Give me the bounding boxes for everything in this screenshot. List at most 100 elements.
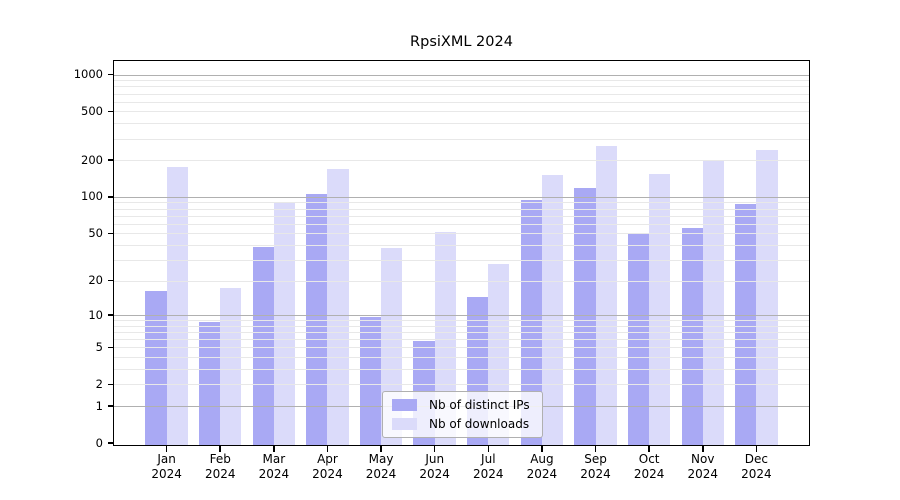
x-tick-label-nov: Nov 2024 xyxy=(687,452,719,481)
y-tick-label-0: 0 xyxy=(95,435,103,450)
gridline-minor-500 xyxy=(113,111,810,113)
bar-downloads-feb xyxy=(220,287,242,446)
bar-downloads-jan xyxy=(166,166,188,446)
y-tick-20 xyxy=(108,279,113,282)
plot-area: Jan 2024 Feb 2024 Mar 2024 Apr 2024 May 2024 Jun 20… xyxy=(74,60,810,481)
y-tick-label-1: 1 xyxy=(95,398,103,413)
y-tick-50 xyxy=(108,232,113,235)
gridline-major-1000 xyxy=(113,74,810,76)
x-tick-dec xyxy=(755,446,758,452)
y-tick-label-200: 200 xyxy=(81,152,103,167)
x-tick-label-feb: Feb 2024 xyxy=(204,452,236,481)
gridline-minor-800 xyxy=(113,86,810,88)
bar-distinct-ips-may xyxy=(359,317,382,446)
bar-distinct-ips-jan xyxy=(145,290,167,446)
legend-swatch-distinct-ips xyxy=(392,399,417,411)
gridline-minor-300 xyxy=(113,138,810,140)
bar-downloads-dec xyxy=(756,150,778,446)
x-tick-mar xyxy=(273,446,275,452)
chart-title: RpsiXML 2024 xyxy=(410,34,513,50)
gridline-minor-50 xyxy=(113,233,810,235)
y-tick-label-20: 20 xyxy=(88,273,103,288)
bar-downloads-apr xyxy=(327,169,349,446)
bar-distinct-ips-feb xyxy=(199,322,221,446)
x-tick-label-dec: Dec 2024 xyxy=(741,452,772,481)
y-tick-1 xyxy=(108,405,113,407)
x-tick-label-apr: Apr 2024 xyxy=(312,452,343,481)
gridline-minor-90 xyxy=(113,202,810,204)
gridline-major-10 xyxy=(113,315,810,317)
y-tick-10 xyxy=(108,314,113,316)
legend-swatch-downloads xyxy=(392,418,417,430)
x-tick-label-jan: Jan 2024 xyxy=(151,452,182,481)
bar-distinct-ips-mar xyxy=(252,246,274,446)
gridline-minor-600 xyxy=(113,101,810,103)
bar-downloads-nov xyxy=(702,160,724,446)
gridline-minor-20 xyxy=(113,280,810,282)
gridline-minor-70 xyxy=(113,215,810,217)
gridline-minor-900 xyxy=(113,80,810,82)
gridline-minor-80 xyxy=(113,208,810,210)
x-tick-label-mar: Mar 2024 xyxy=(258,452,290,481)
legend-item-downloads: Nb of downloads xyxy=(392,417,533,431)
legend-item-distinct-ips: Nb of distinct IPs xyxy=(392,398,533,412)
gridline-minor-2 xyxy=(113,384,810,386)
x-tick-label-aug: Aug 2024 xyxy=(526,452,558,481)
y-tick-500 xyxy=(108,110,113,113)
y-tick-label-10: 10 xyxy=(88,307,103,322)
gridline-minor-30 xyxy=(113,259,810,261)
x-tick-jul xyxy=(487,446,490,452)
y-tick-label-50: 50 xyxy=(88,225,103,240)
x-tick-label-sep: Sep 2024 xyxy=(580,452,611,481)
x-tick-aug xyxy=(541,446,543,452)
gridline-minor-4 xyxy=(113,357,810,359)
gridline-minor-7 xyxy=(113,332,810,334)
bar-distinct-ips-apr xyxy=(306,194,328,446)
gridline-minor-40 xyxy=(113,244,810,246)
x-tick-oct xyxy=(648,446,650,452)
gridline-minor-700 xyxy=(113,93,810,95)
gridline-major-100 xyxy=(113,196,810,198)
x-tick-jan xyxy=(165,446,168,452)
y-tick-1000 xyxy=(108,73,113,76)
bar-distinct-ips-dec xyxy=(735,204,757,446)
x-tick-label-jul: Jul 2024 xyxy=(473,452,504,481)
legend-label-distinct-ips: Nb of distinct IPs xyxy=(429,398,530,412)
x-tick-sep xyxy=(594,446,597,452)
bar-downloads-sep xyxy=(595,146,617,446)
legend: Nb of distinct IPs Nb of downloads xyxy=(382,391,543,438)
bar-downloads-oct xyxy=(649,174,671,446)
gridline-minor-60 xyxy=(113,223,810,225)
x-tick-feb xyxy=(219,446,222,452)
bar-distinct-ips-sep xyxy=(574,187,596,446)
x-tick-label-jun: Jun 2024 xyxy=(419,452,450,481)
legend-label-downloads: Nb of downloads xyxy=(429,417,530,431)
y-tick-5 xyxy=(108,346,113,349)
x-tick-may xyxy=(380,446,382,452)
gridline-minor-200 xyxy=(113,160,810,162)
y-tick-label-1000: 1000 xyxy=(73,67,103,82)
gridline-minor-6 xyxy=(113,339,810,341)
x-tick-label-may: May 2024 xyxy=(365,452,397,481)
y-tick-0 xyxy=(108,442,113,444)
bar-downloads-mar xyxy=(273,202,296,446)
y-tick-label-5: 5 xyxy=(95,339,103,354)
gridline-minor-9 xyxy=(113,320,810,322)
x-tick-nov xyxy=(701,446,704,452)
bar-downloads-aug xyxy=(541,174,564,446)
y-tick-label-500: 500 xyxy=(81,103,103,118)
gridline-minor-3 xyxy=(113,369,810,371)
y-tick-2 xyxy=(108,383,113,386)
gridline-minor-400 xyxy=(113,123,810,125)
y-tick-200 xyxy=(108,159,113,161)
y-tick-label-100: 100 xyxy=(81,189,103,204)
gridline-minor-5 xyxy=(113,347,810,349)
y-tick-label-2: 2 xyxy=(95,376,103,391)
bar-distinct-ips-nov xyxy=(681,227,703,446)
x-tick-jun xyxy=(433,446,436,452)
gridline-minor-8 xyxy=(113,325,810,327)
x-tick-apr xyxy=(326,446,329,452)
x-tick-label-oct: Oct 2024 xyxy=(633,452,665,481)
y-tick-100 xyxy=(108,196,113,198)
